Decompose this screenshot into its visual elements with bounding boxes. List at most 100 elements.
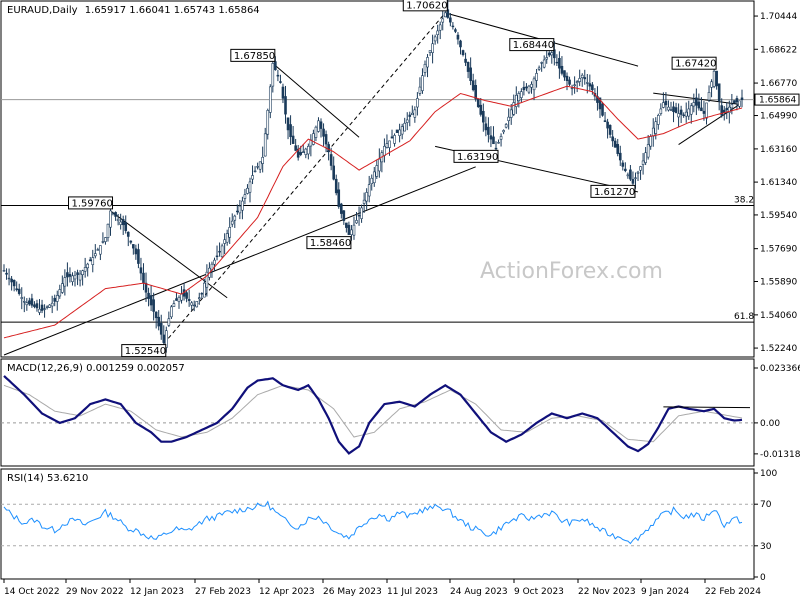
- candle-body: [626, 174, 630, 177]
- candle-body: [322, 128, 325, 137]
- candle-body: [431, 43, 434, 53]
- price-title: EURAUD,Daily 1.65917 1.66041 1.65743 1.6…: [7, 5, 260, 16]
- candle-body: [276, 74, 280, 77]
- candle-body: [121, 219, 125, 226]
- candle-body: [555, 61, 559, 64]
- candle-body: [192, 304, 196, 307]
- y-tick-label: -0.013186: [760, 450, 800, 460]
- trendline: [3, 166, 476, 356]
- candle-body: [129, 240, 133, 243]
- candle-body: [28, 300, 31, 305]
- candle-body: [190, 302, 193, 306]
- candle-body: [560, 65, 564, 74]
- candle-body: [241, 200, 244, 211]
- candle-body: [710, 81, 713, 88]
- candle-body: [679, 109, 683, 115]
- candle-body: [317, 120, 320, 132]
- candle-body: [220, 245, 224, 257]
- candle-body: [616, 144, 620, 154]
- candle-body: [91, 257, 95, 265]
- candle-body: [428, 50, 432, 53]
- candle-body: [578, 78, 581, 82]
- candle-body: [707, 92, 711, 101]
- candle-body: [388, 140, 391, 148]
- candle-body: [636, 171, 640, 174]
- candle-body: [497, 142, 500, 144]
- candle-body: [132, 244, 135, 249]
- candle-body: [203, 282, 206, 298]
- candle-body: [413, 109, 417, 118]
- candle-body: [185, 292, 188, 299]
- price-annotation: 1.61270: [590, 184, 636, 198]
- candle-body: [530, 84, 533, 88]
- candle-body: [78, 273, 82, 281]
- moving-average-line: [3, 85, 743, 339]
- candle-body: [205, 271, 209, 288]
- candle-body: [454, 29, 457, 32]
- candle-body: [370, 177, 374, 184]
- candle-body: [175, 298, 178, 301]
- candle-body: [580, 74, 584, 78]
- annotation-label: 1.59760: [72, 198, 113, 209]
- candle-body: [271, 63, 275, 87]
- candle-body: [165, 330, 168, 348]
- candle-body: [720, 105, 724, 116]
- candle-body: [728, 106, 731, 113]
- candle-body: [61, 283, 64, 293]
- candle-body: [738, 100, 741, 107]
- candle-body: [418, 86, 422, 94]
- candle-body: [215, 255, 219, 258]
- candle-body: [124, 222, 128, 231]
- candle-body: [383, 146, 386, 156]
- candle-body: [50, 302, 54, 307]
- trendline: [272, 62, 360, 138]
- candle-body: [464, 58, 467, 63]
- candle-body: [517, 93, 521, 102]
- annotation-box: [590, 184, 636, 198]
- candle-body: [532, 78, 536, 91]
- candle-body: [329, 154, 333, 166]
- candle-body: [522, 86, 526, 91]
- candle-body: [327, 144, 330, 153]
- candle-body: [725, 107, 729, 111]
- candle-body: [601, 103, 604, 116]
- candle-body: [553, 49, 556, 59]
- candle-body: [705, 102, 708, 119]
- candle-body: [20, 297, 24, 299]
- candle-body: [433, 36, 437, 42]
- candle-body: [689, 105, 693, 115]
- candle-body: [147, 292, 150, 299]
- x-tick-label: 11 Jul 2023: [387, 587, 438, 597]
- candle-body: [421, 75, 424, 91]
- candle-body: [646, 144, 650, 158]
- annotation-label: 1.70620: [406, 0, 447, 11]
- rsi-panel: RSI(14) 53.6210 100 70 30 0: [0, 468, 777, 583]
- fib-level-label: 38.2: [734, 195, 754, 205]
- macd-trendline: [663, 406, 751, 409]
- x-tick-label: 22 Nov 2023: [578, 587, 636, 597]
- y-tick-label: 1.57690: [760, 245, 797, 255]
- macd-panel-frame: [0, 358, 755, 467]
- candle-body: [667, 106, 670, 111]
- candle-body: [22, 301, 26, 303]
- y-tick-label: 0.023366: [760, 364, 800, 374]
- price-y-axis: 1.70444 1.68622 1.66770 1.64990 1.63160 1.613…: [754, 12, 797, 354]
- candle-body: [281, 86, 285, 99]
- candle-body: [717, 83, 721, 101]
- candle-body: [514, 94, 518, 107]
- annotation-box: [671, 56, 717, 70]
- annotation-label: 1.67420: [675, 59, 716, 70]
- rsi-panel-frame: [0, 468, 755, 580]
- candle-body: [588, 83, 592, 87]
- candle-body: [38, 308, 41, 313]
- candle-body: [474, 85, 478, 100]
- candle-body: [314, 126, 318, 138]
- candle-body: [411, 112, 414, 116]
- candle-body: [629, 169, 632, 180]
- price-levels: 38.2 61.8: [1, 99, 754, 323]
- macd-signal-line: [3, 384, 743, 443]
- y-tick-label: 0: [760, 573, 766, 583]
- candle-body: [504, 124, 508, 128]
- candle-body: [613, 140, 617, 148]
- rsi-title: RSI(14) 53.6210: [7, 473, 88, 484]
